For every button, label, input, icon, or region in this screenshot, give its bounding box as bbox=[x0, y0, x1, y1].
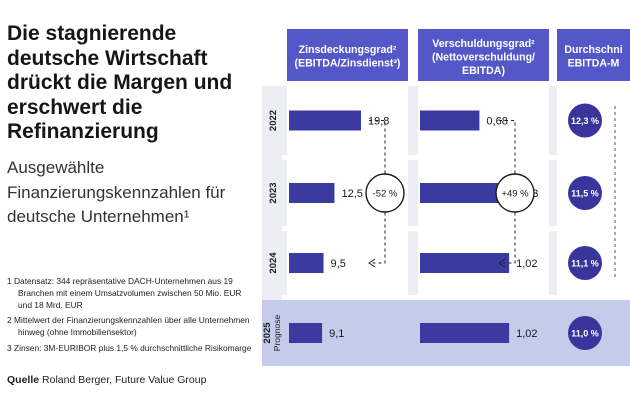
change-connector bbox=[369, 120, 386, 264]
change-label: +49 % bbox=[501, 189, 529, 200]
page-title: Die stagnierende deutsche Wirtschaft drü… bbox=[7, 22, 233, 143]
bar bbox=[420, 110, 480, 131]
footnote-2: 2 Mittelwert der Finanzierungskennzahlen… bbox=[7, 315, 250, 338]
bar-value-label: 1,02 bbox=[516, 328, 537, 340]
bar bbox=[289, 323, 323, 343]
footnotes: 1 Datensatz: 344 repräsentative DACH-Unt… bbox=[7, 276, 253, 359]
column-header-bg bbox=[287, 29, 408, 81]
column-header-bg bbox=[418, 29, 549, 81]
margin-label: 11,5 % bbox=[571, 189, 599, 199]
column-header-text: EBITDA) bbox=[462, 65, 505, 77]
margin-label: 12,3 % bbox=[571, 116, 599, 126]
column-header-text: Durchschni bbox=[564, 44, 622, 56]
year-label: 2022 bbox=[268, 110, 279, 131]
connector-arrowhead bbox=[498, 258, 506, 268]
source-text: Roland Berger, Future Value Group bbox=[42, 374, 207, 386]
bar bbox=[289, 253, 324, 273]
footnote-1: 1 Datensatz: 344 repräsentative DACH-Unt… bbox=[7, 276, 242, 310]
page-subtitle: Ausgewählte Finanzierungskennzahlen für … bbox=[7, 158, 226, 226]
margin-label: 11,0 % bbox=[571, 329, 599, 339]
bar bbox=[420, 253, 510, 273]
change-circle bbox=[365, 173, 405, 213]
change-connector bbox=[499, 120, 516, 264]
year-label: 2024 bbox=[268, 252, 279, 274]
bar-value-label: 0,68 bbox=[486, 116, 507, 128]
column-header-text: Verschuldungsgrad² bbox=[432, 38, 535, 50]
year-label: 2025 bbox=[262, 322, 273, 344]
year-sublabel: Prognose bbox=[272, 315, 282, 352]
margin-circle bbox=[568, 103, 602, 138]
bar-value-label: 19,8 bbox=[368, 116, 389, 128]
source-line: Quelle Roland Berger, Future Value Group bbox=[7, 374, 257, 386]
bar bbox=[289, 183, 335, 203]
bar-value-label: 9,5 bbox=[331, 258, 346, 270]
margin-circle bbox=[568, 246, 602, 280]
bar bbox=[420, 323, 510, 343]
connector-arrowhead bbox=[368, 258, 376, 268]
margin-circle bbox=[568, 316, 602, 350]
column-header-bg bbox=[557, 29, 630, 81]
change-circle bbox=[495, 173, 535, 213]
bar bbox=[420, 183, 510, 203]
bar-value-label: 12,5 bbox=[341, 188, 362, 200]
column-header-text: EBITDA-M bbox=[568, 58, 620, 70]
year-label: 2023 bbox=[268, 182, 279, 203]
text-panel: Die stagnierende deutsche Wirtschaft drü… bbox=[0, 0, 258, 412]
bar-value-label: 1,02 bbox=[516, 258, 537, 270]
margin-circle bbox=[568, 176, 602, 210]
bar bbox=[289, 110, 361, 131]
column-header-text: Zinsdeckungsgrad² bbox=[299, 44, 397, 56]
column-header-text: (EBITDA/Zinsdienst³) bbox=[295, 58, 401, 70]
source-label: Quelle bbox=[7, 374, 40, 386]
bar-value-label: 9,1 bbox=[329, 328, 344, 340]
change-label: -52 % bbox=[373, 189, 398, 200]
margin-label: 11,1 % bbox=[571, 259, 599, 269]
column-header-text: (Nettoverschuldung/ bbox=[432, 52, 535, 64]
footnote-3: 3 Zinsen: 3M-EURIBOR plus 1,5 % durchsch… bbox=[7, 342, 252, 353]
